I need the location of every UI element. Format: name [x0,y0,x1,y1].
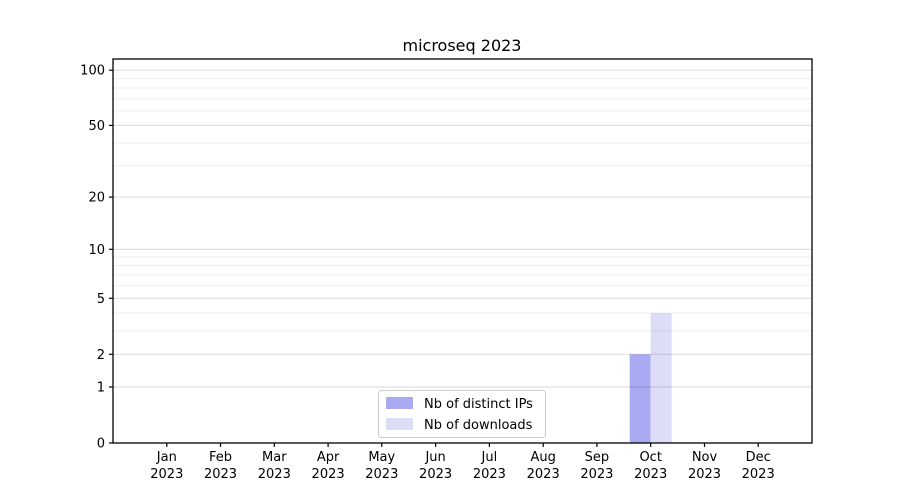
x-tick-label-aug: Aug 2023 [527,450,560,482]
x-tick-label-dec: Dec 2023 [742,450,775,482]
chart-title: microseq 2023 [403,36,522,55]
y-tick-label-20: 20 [88,191,105,206]
x-tick-label-may: May 2023 [365,450,398,482]
plot-area-border [112,58,813,444]
x-tick-label-nov: Nov 2023 [688,450,721,482]
x-tick-label-jul: Jul 2023 [473,450,506,482]
legend: Nb of distinct IPs Nb of downloads [378,390,546,438]
x-tick-label-apr: Apr 2023 [312,450,345,482]
major-gridlines [113,69,812,388]
legend-box [378,390,546,438]
y-tick-label-50: 50 [88,119,105,134]
y-tick-label-0: 0 [97,437,105,452]
x-tick-label-feb: Feb 2023 [204,450,237,482]
bars-group [629,313,672,443]
y-tick-label-2: 2 [97,348,105,363]
legend-label-downloads: Nb of downloads [424,418,533,433]
y-tick-label-10: 10 [88,243,105,258]
x-tick-label-jan: Jan 2023 [150,450,183,482]
x-tick-label-oct: Oct 2023 [634,450,667,482]
minor-gridlines [113,78,812,332]
y-tick-label-1: 1 [97,381,105,396]
x-tick-label-jun: Jun 2023 [419,450,452,482]
legend-swatch-distinct-ips [386,397,413,409]
legend-swatch-downloads [386,418,413,430]
y-tick-label-100: 100 [80,64,105,79]
x-tick-label-sep: Sep 2023 [580,450,613,482]
x-axis: Jan 2023 Feb 2023 Mar 2023 Apr 2023 May 2023 Jun 20… [150,443,775,482]
legend-label-distinct-ips: Nb of distinct IPs [424,397,533,412]
y-tick-label-5: 5 [97,292,105,307]
bar-oct-series0 [629,354,651,443]
x-tick-label-mar: Mar 2023 [258,450,291,482]
y-axis: 0 1 2 5 10 20 50 100 [80,64,113,452]
bar-oct-series1 [650,313,672,443]
